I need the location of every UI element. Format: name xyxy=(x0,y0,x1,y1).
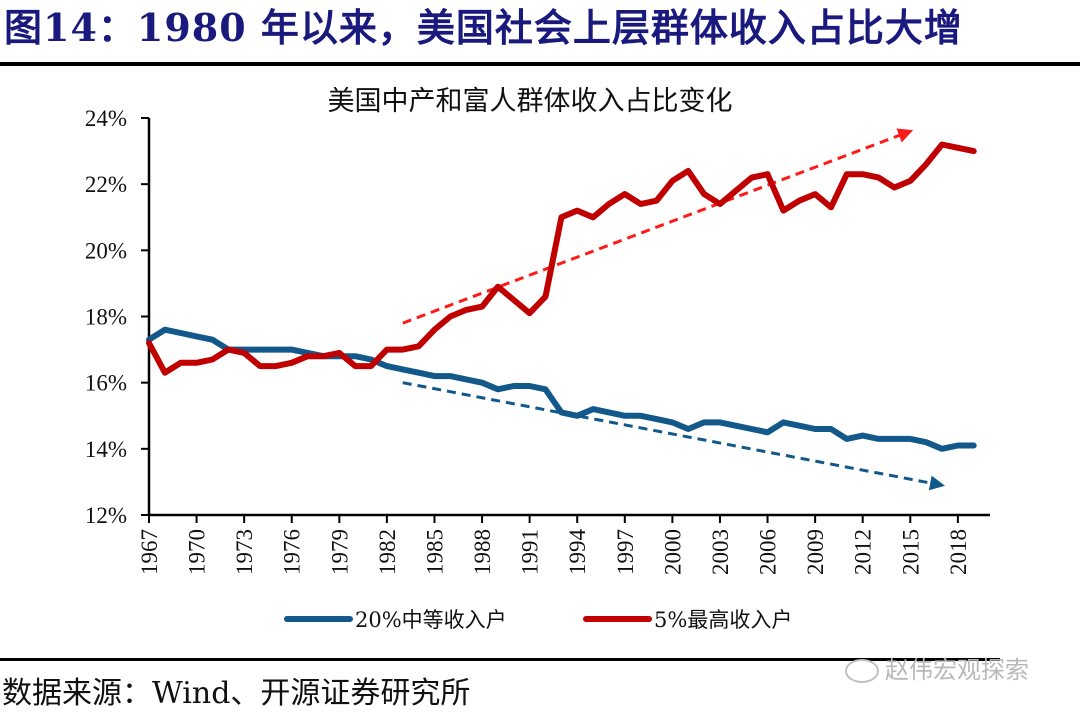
x-tick-label: 2003 xyxy=(708,529,733,575)
y-tick-label: 14% xyxy=(85,437,127,462)
y-tick-label: 16% xyxy=(85,371,127,396)
x-tick-label: 2012 xyxy=(851,529,876,575)
x-tick-label: 1970 xyxy=(185,529,210,575)
trend-arrows xyxy=(402,128,945,491)
x-tick-label: 1982 xyxy=(375,529,400,575)
source-divider xyxy=(0,658,1000,661)
series-line-top-income xyxy=(146,141,977,376)
axes xyxy=(141,117,990,523)
x-tick-label: 1985 xyxy=(422,529,447,575)
x-tick-label: 1976 xyxy=(280,529,305,575)
legend-label-top-income: 5%最高收入户 xyxy=(654,608,792,632)
trend-arrow-up xyxy=(402,128,914,325)
legend: 20%中等收入户 5%最高收入户 xyxy=(284,608,792,632)
y-tick-label: 12% xyxy=(85,503,127,528)
y-tick-label: 24% xyxy=(85,106,127,131)
figure-title: 图14：1980 年以来，美国社会上层群体收入占比大增 xyxy=(4,5,963,50)
watermark: 赵伟宏观探索 xyxy=(845,650,1029,685)
line-chart: 美国中产和富人群体收入占比变化 12% 14% 16% 18% 20% 22% 24% 19… xyxy=(85,86,990,632)
wechat-icon xyxy=(845,659,879,683)
series-line-middle-income xyxy=(146,326,977,452)
x-tick-label: 1967 xyxy=(137,529,162,575)
title-divider xyxy=(0,62,1080,66)
x-tick-label: 2009 xyxy=(803,529,828,575)
chart-title: 美国中产和富人群体收入占比变化 xyxy=(328,86,733,117)
y-tick-label: 22% xyxy=(85,172,127,197)
x-tick-label: 2018 xyxy=(946,529,971,575)
series-lines xyxy=(146,141,977,452)
x-tick-label: 1979 xyxy=(327,529,352,575)
x-tick-label: 2006 xyxy=(756,529,781,575)
watermark-text: 赵伟宏观探索 xyxy=(885,656,1029,684)
x-tick-label: 2015 xyxy=(898,529,923,575)
x-tick-label: 2000 xyxy=(660,529,685,575)
data-source-note: 数据来源：Wind、开源证券研究所 xyxy=(2,676,471,711)
x-tick-label: 1973 xyxy=(232,529,257,575)
trend-arrow-down xyxy=(402,381,945,491)
x-tick-label: 1991 xyxy=(518,529,543,575)
x-tick-label: 1994 xyxy=(565,529,590,576)
x-tick-label: 1997 xyxy=(613,529,638,575)
y-tick-label: 20% xyxy=(85,238,127,263)
x-tick-label: 1988 xyxy=(470,529,495,575)
y-tick-label: 18% xyxy=(85,305,127,330)
x-axis-labels: 1967 1970 1973 1976 1979 1982 1985 1988 1991 1994… xyxy=(137,529,971,576)
y-axis-labels: 12% 14% 16% 18% 20% 22% 24% xyxy=(85,106,127,528)
legend-label-middle-income: 20%中等收入户 xyxy=(355,608,507,632)
